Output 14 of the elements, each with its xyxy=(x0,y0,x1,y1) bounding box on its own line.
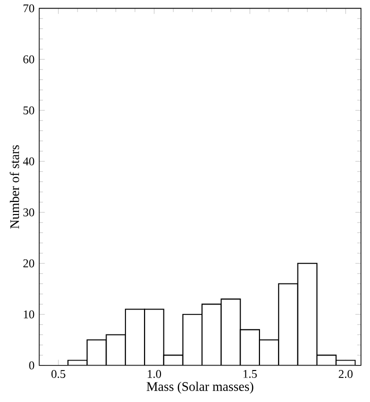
y-tick-label: 10 xyxy=(24,310,34,318)
y-tick-label: 30 xyxy=(23,208,34,216)
x-tick-label: 0.5 xyxy=(52,370,66,378)
y-axis-title: Number of stars xyxy=(10,145,20,229)
y-tick-label: 0 xyxy=(29,361,34,370)
y-tick-label: 20 xyxy=(23,259,34,268)
y-tick-label: 50 xyxy=(24,106,34,114)
x-tick-label: 1.5 xyxy=(244,370,257,378)
x-tick-label: 1.0 xyxy=(148,370,162,378)
y-tick-label: 40 xyxy=(23,157,34,166)
y-tick-label: 60 xyxy=(23,55,34,64)
x-axis-title: Mass (Solar masses) xyxy=(146,382,254,394)
x-tick-label: 2.0 xyxy=(338,370,353,378)
y-tick-label: 70 xyxy=(24,4,34,12)
